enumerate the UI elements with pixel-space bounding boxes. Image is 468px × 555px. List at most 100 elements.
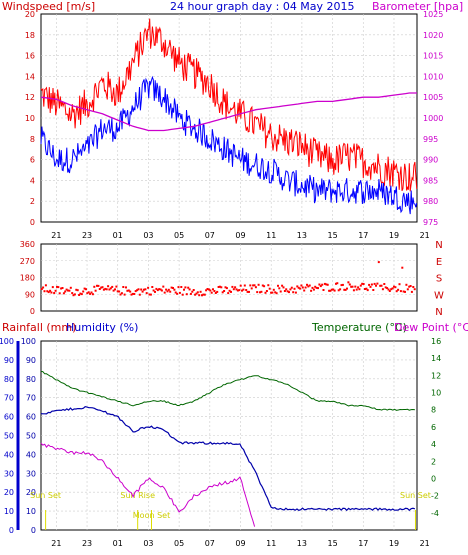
direction-point xyxy=(196,291,199,294)
direction-point xyxy=(366,289,369,292)
direction-point xyxy=(44,284,47,287)
direction-point xyxy=(402,290,405,293)
direction-point xyxy=(325,283,328,286)
barometer-y-tick-label: 1000 xyxy=(423,114,443,123)
humidity-x-tick-label: 15 xyxy=(327,539,337,548)
direction-point xyxy=(140,288,143,291)
direction-point xyxy=(336,282,339,285)
humidity-x-tick-label: 21 xyxy=(420,539,430,548)
direction-point xyxy=(40,288,43,290)
direction-point xyxy=(221,291,224,294)
direction-point xyxy=(241,289,243,292)
direction-point xyxy=(328,289,331,292)
humidity-y-tick-label: 60 xyxy=(26,413,36,422)
humidity-axis-label: Humidity (%) xyxy=(66,321,138,334)
barometer-y-tick-label: 1005 xyxy=(423,93,443,102)
direction-point xyxy=(163,291,166,294)
direction-point xyxy=(307,285,310,288)
direction-point xyxy=(277,284,279,287)
direction-point xyxy=(335,282,337,285)
direction-point xyxy=(346,287,348,290)
direction-point xyxy=(263,285,266,288)
direction-point xyxy=(71,292,74,295)
direction-point xyxy=(239,284,242,287)
direction-point xyxy=(217,286,220,288)
direction-point xyxy=(97,284,100,287)
direction-point xyxy=(169,290,172,293)
barometer-y-tick-label: 980 xyxy=(423,197,438,206)
direction-point xyxy=(225,287,228,290)
wind-x-tick-label: 15 xyxy=(327,231,337,240)
direction-point xyxy=(86,292,89,295)
direction-point xyxy=(359,284,362,287)
direction-point xyxy=(166,290,169,293)
direction-point xyxy=(413,288,416,291)
wind-x-tick-label: 19 xyxy=(389,231,399,240)
compass-label: N xyxy=(435,240,442,251)
direction-point xyxy=(271,291,274,294)
direction-point xyxy=(227,292,230,295)
direction-point xyxy=(288,291,290,294)
direction-point xyxy=(209,289,212,292)
direction-point xyxy=(189,292,192,295)
direction-point xyxy=(156,289,159,292)
direction-point xyxy=(383,283,386,285)
direction-point xyxy=(350,285,353,288)
direction-point xyxy=(68,289,71,292)
direction-point xyxy=(304,286,307,289)
direction-point xyxy=(100,286,103,289)
direction-point xyxy=(231,285,234,288)
humidity-y-tick-label: 70 xyxy=(26,394,36,403)
humidity-x-tick-label: 13 xyxy=(297,539,307,548)
barometer-axis-label: Barometer [hpa] xyxy=(372,0,463,13)
wind-y-tick-label: 12 xyxy=(25,93,35,102)
direction-point xyxy=(257,283,260,286)
direction-point xyxy=(351,285,354,288)
direction-point xyxy=(98,288,101,290)
direction-point xyxy=(178,291,181,294)
direction-point xyxy=(412,286,415,288)
direction-point xyxy=(236,289,239,292)
direction-point xyxy=(94,289,97,292)
rainfall-y-tick-label: 70 xyxy=(4,394,14,403)
direction-point xyxy=(340,284,343,287)
direction-point xyxy=(294,291,297,294)
direction-point xyxy=(306,283,308,286)
wind-direction-panel: 0 N 90 W 180 S 270 E 360 N xyxy=(20,240,444,318)
wind-y-tick-label: 4 xyxy=(30,176,35,185)
direction-point xyxy=(213,290,216,292)
humidity-x-tick-label: 05 xyxy=(174,539,184,548)
direction-point xyxy=(72,294,75,297)
direction-point xyxy=(134,290,137,293)
direction-point xyxy=(57,286,60,289)
humidity-x-tick-label: 19 xyxy=(389,539,399,548)
rainfall-y-tick-label: 60 xyxy=(4,413,14,422)
direction-point xyxy=(375,284,377,287)
direction-point xyxy=(249,284,252,287)
direction-point xyxy=(79,292,82,295)
direction-point xyxy=(191,290,194,293)
direction-point xyxy=(261,284,264,287)
direction-point xyxy=(76,289,79,292)
compass-label: N xyxy=(435,307,442,318)
direction-point xyxy=(173,288,176,291)
humidity-y-tick-label: 10 xyxy=(26,507,36,516)
direction-point xyxy=(123,293,126,296)
compass-label: S xyxy=(436,274,442,285)
direction-point xyxy=(314,285,317,288)
temperature-y-tick-label: 16 xyxy=(431,337,441,346)
direction-point xyxy=(223,290,226,292)
direction-point xyxy=(308,284,311,287)
direction-point xyxy=(388,290,391,292)
direction-point xyxy=(362,283,365,285)
direction-point xyxy=(293,287,296,290)
direction-y-tick-label: 270 xyxy=(20,257,35,266)
humidity-y-tick-label: 100 xyxy=(21,337,36,346)
direction-point xyxy=(245,289,248,291)
barometer-y-tick-label: 985 xyxy=(423,176,438,185)
temperature-axis-label: Temperature (°C) xyxy=(311,321,407,334)
direction-point xyxy=(347,281,350,284)
direction-point xyxy=(332,288,335,291)
direction-point xyxy=(49,289,52,292)
